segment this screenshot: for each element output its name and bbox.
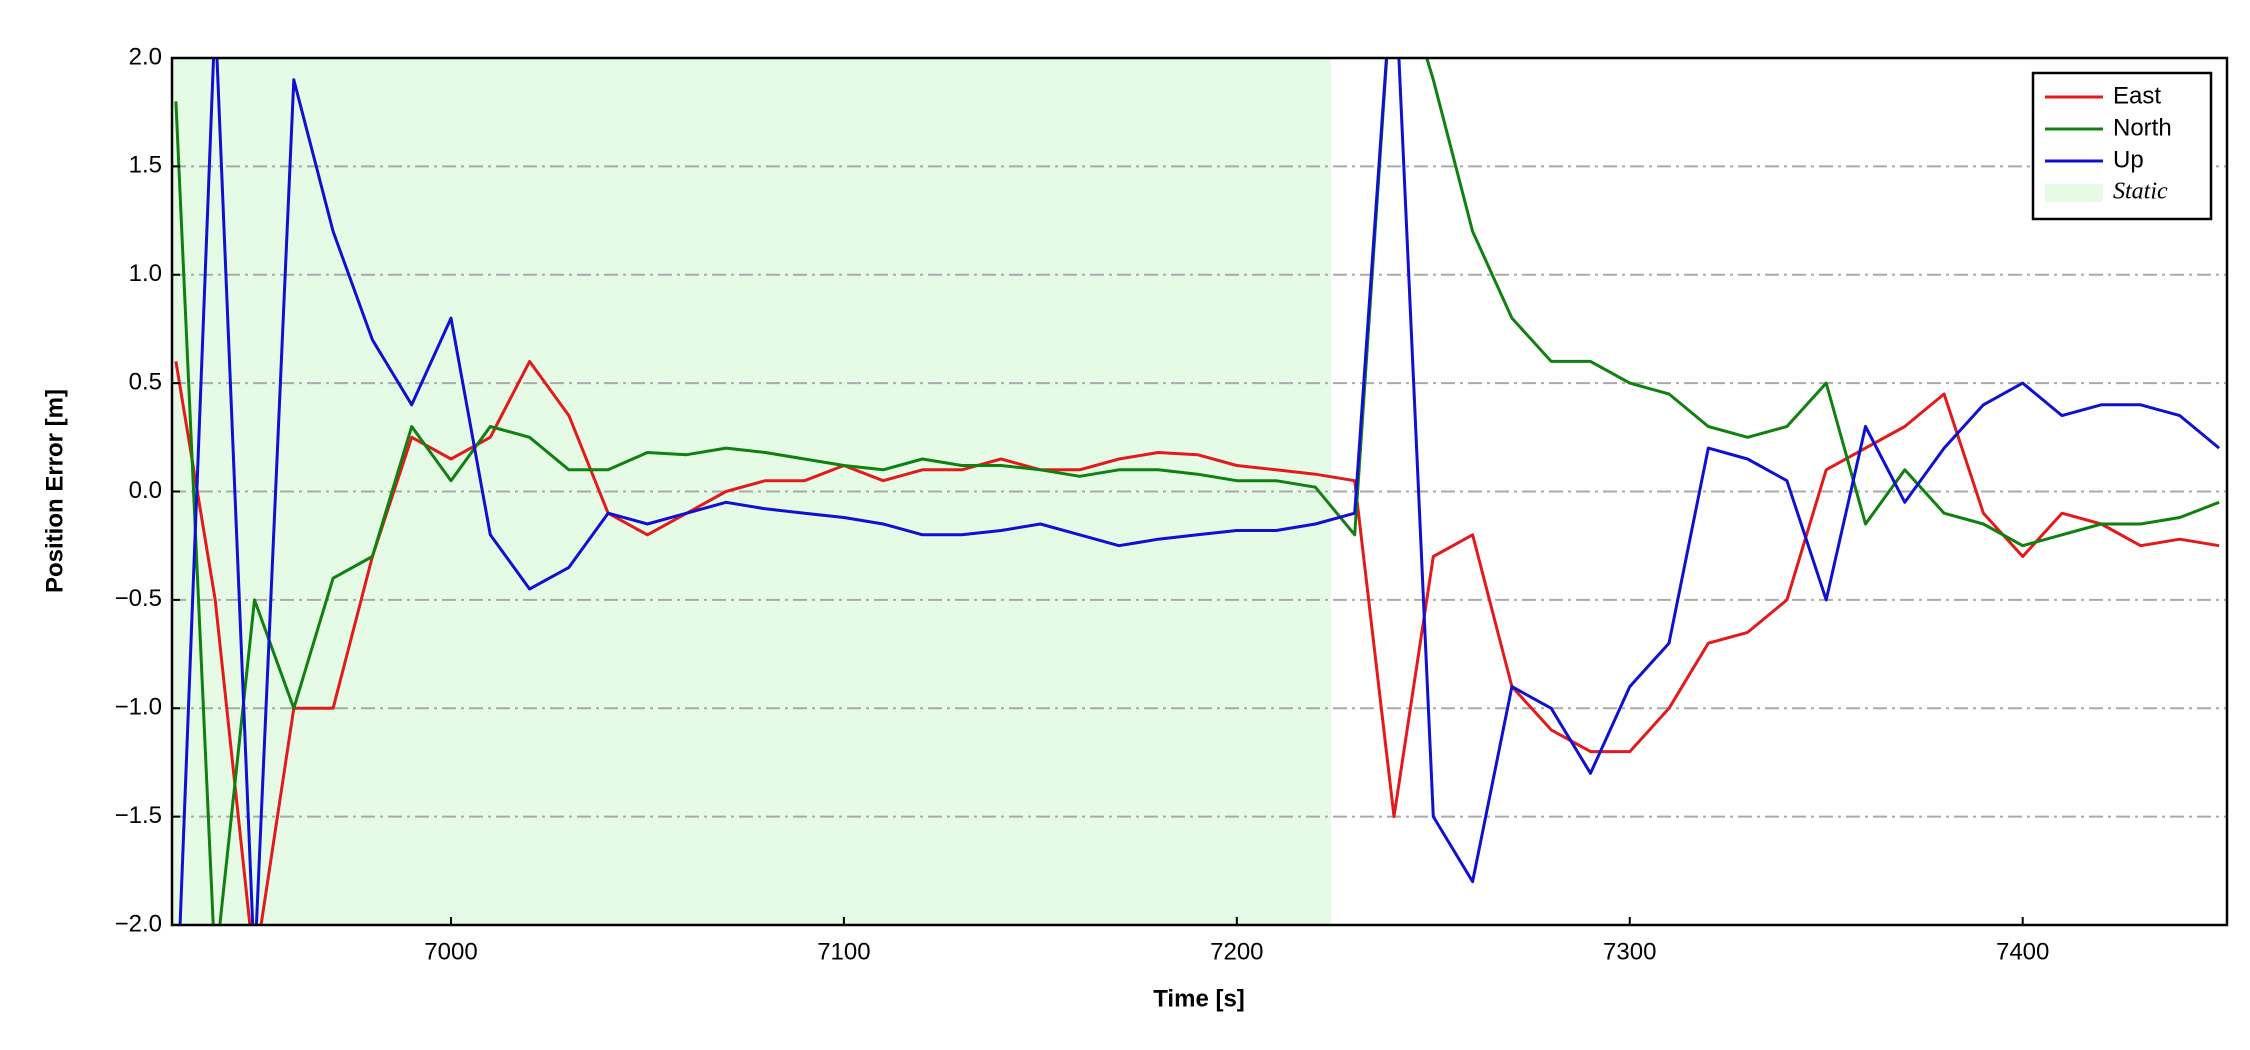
x-axis-label: Time [s]	[1153, 985, 1245, 1012]
series-line	[174, 359, 2220, 925]
y-tick-label: −1.5	[115, 802, 162, 829]
y-axis-label: Position Error [m]	[41, 389, 68, 593]
legend-swatch	[2045, 184, 2103, 202]
legend-label: Static	[2113, 179, 2168, 205]
legend-label: Up	[2113, 146, 2144, 173]
y-tick-label: −2.0	[115, 910, 162, 937]
y-tick-label: −1.0	[115, 694, 162, 721]
plot-area	[172, 58, 2227, 925]
legend-label: North	[2113, 114, 2172, 141]
x-tick-label: 7400	[1996, 938, 2049, 965]
y-tick-label: 2.0	[129, 43, 162, 70]
series-line	[178, 58, 2221, 925]
x-tick-label: 7300	[1603, 938, 1656, 965]
y-tick-label: 1.0	[129, 260, 162, 287]
y-tick-label: 0.5	[129, 368, 162, 395]
legend-label: East	[2113, 82, 2161, 109]
y-tick-label: 0.0	[129, 477, 162, 504]
x-tick-label: 7200	[1210, 938, 1263, 965]
series-line	[174, 58, 2220, 925]
y-tick-label: 1.5	[129, 152, 162, 179]
y-tick-label: −0.5	[115, 585, 162, 612]
x-tick-label: 7000	[424, 938, 477, 965]
x-tick-label: 7100	[817, 938, 870, 965]
plot-frame	[170, 56, 2229, 927]
